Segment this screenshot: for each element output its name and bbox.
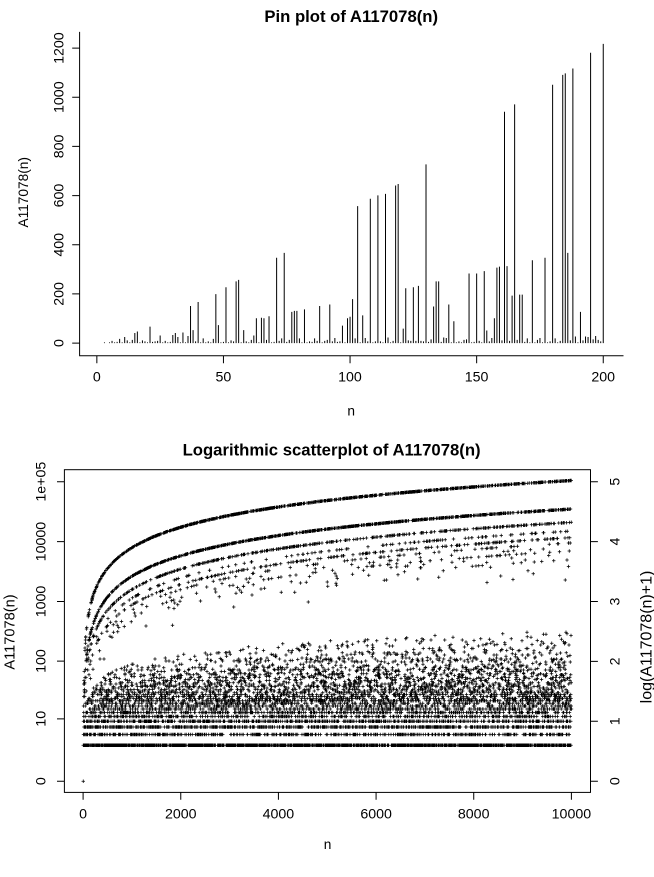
svg-text:4000: 4000 [263,807,295,823]
svg-text:800: 800 [52,134,68,158]
svg-text:10: 10 [34,711,50,727]
svg-text:10000: 10000 [34,522,50,562]
svg-text:100: 100 [34,649,50,673]
svg-text:n: n [347,403,355,418]
svg-text:1e+05: 1e+05 [34,462,50,502]
svg-text:2: 2 [608,657,624,665]
svg-text:n: n [324,837,332,852]
svg-text:200: 200 [591,370,615,386]
svg-text:100: 100 [338,370,362,386]
svg-text:0: 0 [93,370,101,386]
svg-text:1000: 1000 [52,81,68,113]
svg-text:200: 200 [52,282,68,306]
svg-text:50: 50 [216,370,232,386]
svg-text:3: 3 [608,597,624,605]
svg-text:150: 150 [465,370,489,386]
svg-text:400: 400 [52,233,68,257]
svg-text:1: 1 [608,717,624,725]
svg-text:8000: 8000 [458,807,490,823]
svg-text:1000: 1000 [34,586,50,618]
svg-text:5: 5 [608,478,624,486]
svg-text:4: 4 [608,538,624,546]
svg-text:600: 600 [52,184,68,208]
svg-text:0: 0 [52,339,68,347]
svg-text:0: 0 [79,807,87,823]
svg-text:Pin plot of A117078(n): Pin plot of A117078(n) [264,7,438,26]
svg-text:1200: 1200 [52,32,68,64]
svg-text:0: 0 [34,777,50,785]
svg-text:2000: 2000 [165,807,197,823]
svg-text:10000: 10000 [552,807,592,823]
svg-text:A117078(n): A117078(n) [16,157,31,228]
svg-text:6000: 6000 [360,807,392,823]
svg-text:A117078(n): A117078(n) [3,594,19,669]
svg-text:log(A117078(n)+1): log(A117078(n)+1) [638,571,654,704]
svg-text:Logarithmic scatterplot of A11: Logarithmic scatterplot of A117078(n) [183,441,481,460]
svg-text:0: 0 [608,777,624,785]
